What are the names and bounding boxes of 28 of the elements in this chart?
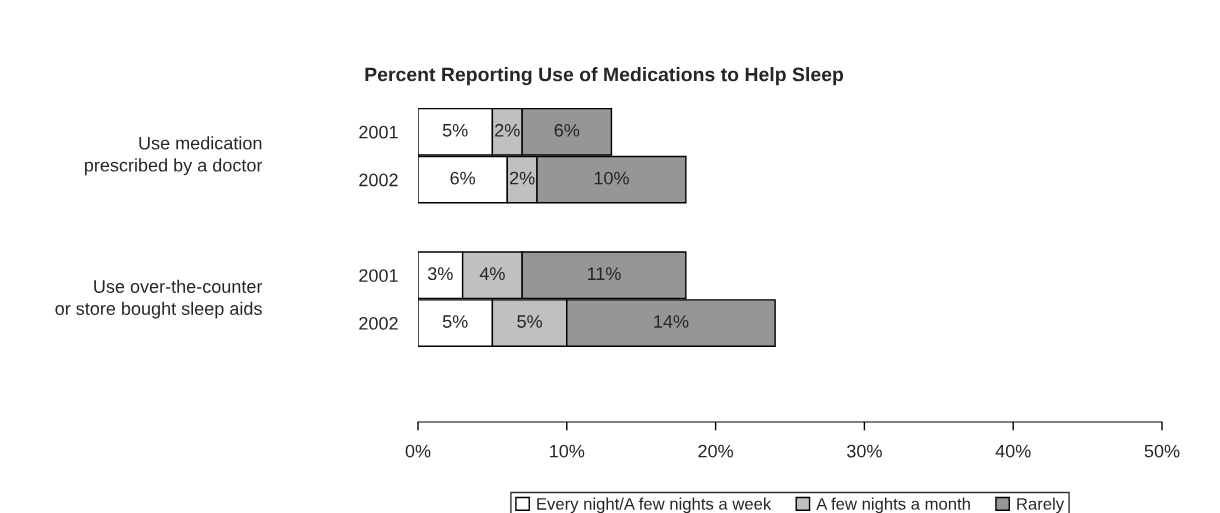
data-label: 5% <box>442 123 468 137</box>
x-tick-label: 50% <box>1144 444 1180 458</box>
x-tick-label: 10% <box>550 444 585 458</box>
text: Use medication prescribed by a doctor <box>84 136 263 176</box>
data-label: 2% <box>510 171 535 185</box>
x-tick-label: 30% <box>847 444 882 458</box>
data-label: 5% <box>517 315 543 328</box>
y-tick-label: 2002 <box>359 173 398 187</box>
data-label: 14% <box>654 315 689 328</box>
legend-label: Rarely <box>1017 497 1065 513</box>
data-label: 11% <box>587 267 621 281</box>
data-label: 6% <box>450 171 476 185</box>
y-tick-label: 2002 <box>359 316 398 330</box>
data-label: 10% <box>594 171 629 185</box>
x-tick-label: 0% <box>405 444 431 458</box>
y-tick-label: 2001 <box>359 269 398 282</box>
legend-label: Every night/A few nights a week <box>537 497 772 513</box>
x-tick-label: 20% <box>698 444 734 458</box>
data-label: 2% <box>495 123 520 137</box>
data-label: 3% <box>427 267 453 281</box>
x-tick-label: 40% <box>995 444 1031 458</box>
legend-label: A few nights a month <box>816 497 970 513</box>
data-label: 6% <box>554 123 580 137</box>
data-label: 4% <box>479 267 505 281</box>
data-label: 5% <box>442 315 468 328</box>
y-tick-label: 2001 <box>359 125 398 139</box>
text: Use over-the-counter or store bought sleep aids <box>55 279 263 319</box>
chart-title: Percent Reporting Use of Medications to Help Sleep <box>365 67 844 86</box>
